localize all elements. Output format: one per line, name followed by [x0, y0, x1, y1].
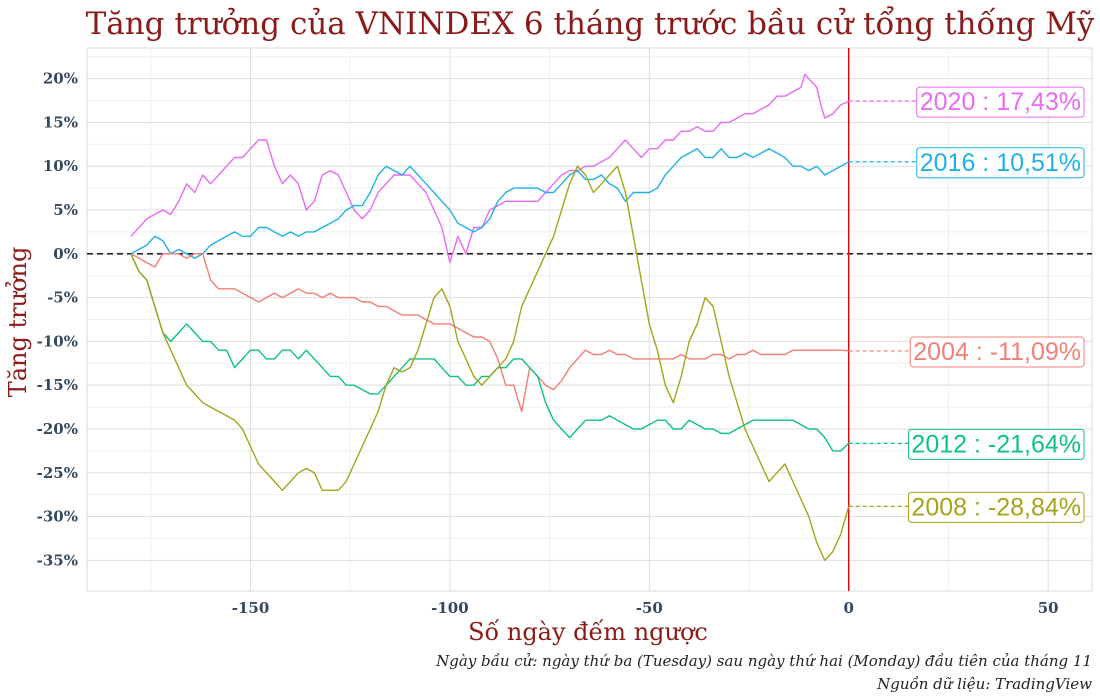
end-label-text: 2020 : 17,43% — [920, 88, 1081, 116]
y-tick-label: -25% — [37, 464, 78, 482]
y-tick-label: -5% — [47, 289, 78, 307]
end-label-box — [907, 428, 1085, 460]
chart-title: Tăng trưởng của VNINDEX 6 tháng trước bầ… — [86, 5, 1095, 42]
series-line-2008 — [130, 165, 850, 561]
x-axis-title: Số ngày đếm ngược — [468, 618, 708, 646]
series-line-2016 — [130, 147, 850, 259]
y-tick-label: -10% — [37, 332, 78, 350]
y-tick-label: 5% — [53, 201, 78, 219]
y-tick-label: 15% — [43, 113, 78, 131]
end-label-text: 2008 : -28,84% — [911, 493, 1081, 521]
end-label-box — [916, 147, 1085, 179]
end-label-box — [916, 86, 1085, 118]
end-label-box — [909, 336, 1085, 368]
y-axis-ticks: 20% 15% 10% 5% 0% -5% -10% -15% -20% -25% -30% -35% — [37, 70, 78, 570]
series-lines — [130, 73, 850, 561]
x-tick-label: -150 — [232, 599, 270, 617]
y-tick-label: 0% — [53, 245, 78, 263]
reference-lines — [87, 48, 1092, 591]
y-tick-label: -30% — [37, 508, 78, 526]
x-tick-label: 50 — [1038, 599, 1059, 617]
end-label-2008: 2008 : -28,84% — [907, 491, 1085, 523]
end-label-2004: 2004 : -11,09% — [909, 336, 1085, 368]
caption-source: Nguồn dữ liệu: TradingView — [876, 675, 1092, 693]
end-label-2016: 2016 : 10,51% — [916, 147, 1085, 179]
end-label-text: 2012 : -21,64% — [911, 430, 1081, 458]
y-tick-label: -15% — [37, 376, 78, 394]
x-tick-label: 0 — [844, 599, 854, 617]
series-line-2020 — [130, 73, 849, 264]
end-label-2020: 2020 : 17,43% — [916, 86, 1085, 118]
end-label-text: 2016 : 10,51% — [920, 149, 1081, 177]
end-labels: 2020 : 17,43% 2016 : 10,51% 2004 : -11,09%… — [848, 86, 1085, 523]
x-axis-ticks: -150 -100 -50 0 50 — [232, 599, 1059, 617]
x-tick-label: -50 — [636, 599, 663, 617]
series-line-2004 — [130, 253, 849, 413]
end-label-text: 2004 : -11,09% — [913, 338, 1081, 366]
y-axis-title: Tăng trưởng — [4, 247, 32, 398]
x-tick-label: -100 — [431, 599, 469, 617]
caption-election-day: Ngày bầu cử: ngày thứ ba (Tuesday) sau n… — [435, 652, 1092, 670]
y-tick-label: -20% — [37, 420, 78, 438]
end-label-box — [907, 491, 1085, 523]
y-tick-label: 20% — [43, 70, 78, 88]
y-tick-label: 10% — [43, 157, 78, 175]
y-tick-label: -35% — [37, 551, 78, 569]
end-label-2012: 2012 : -21,64% — [907, 428, 1085, 460]
